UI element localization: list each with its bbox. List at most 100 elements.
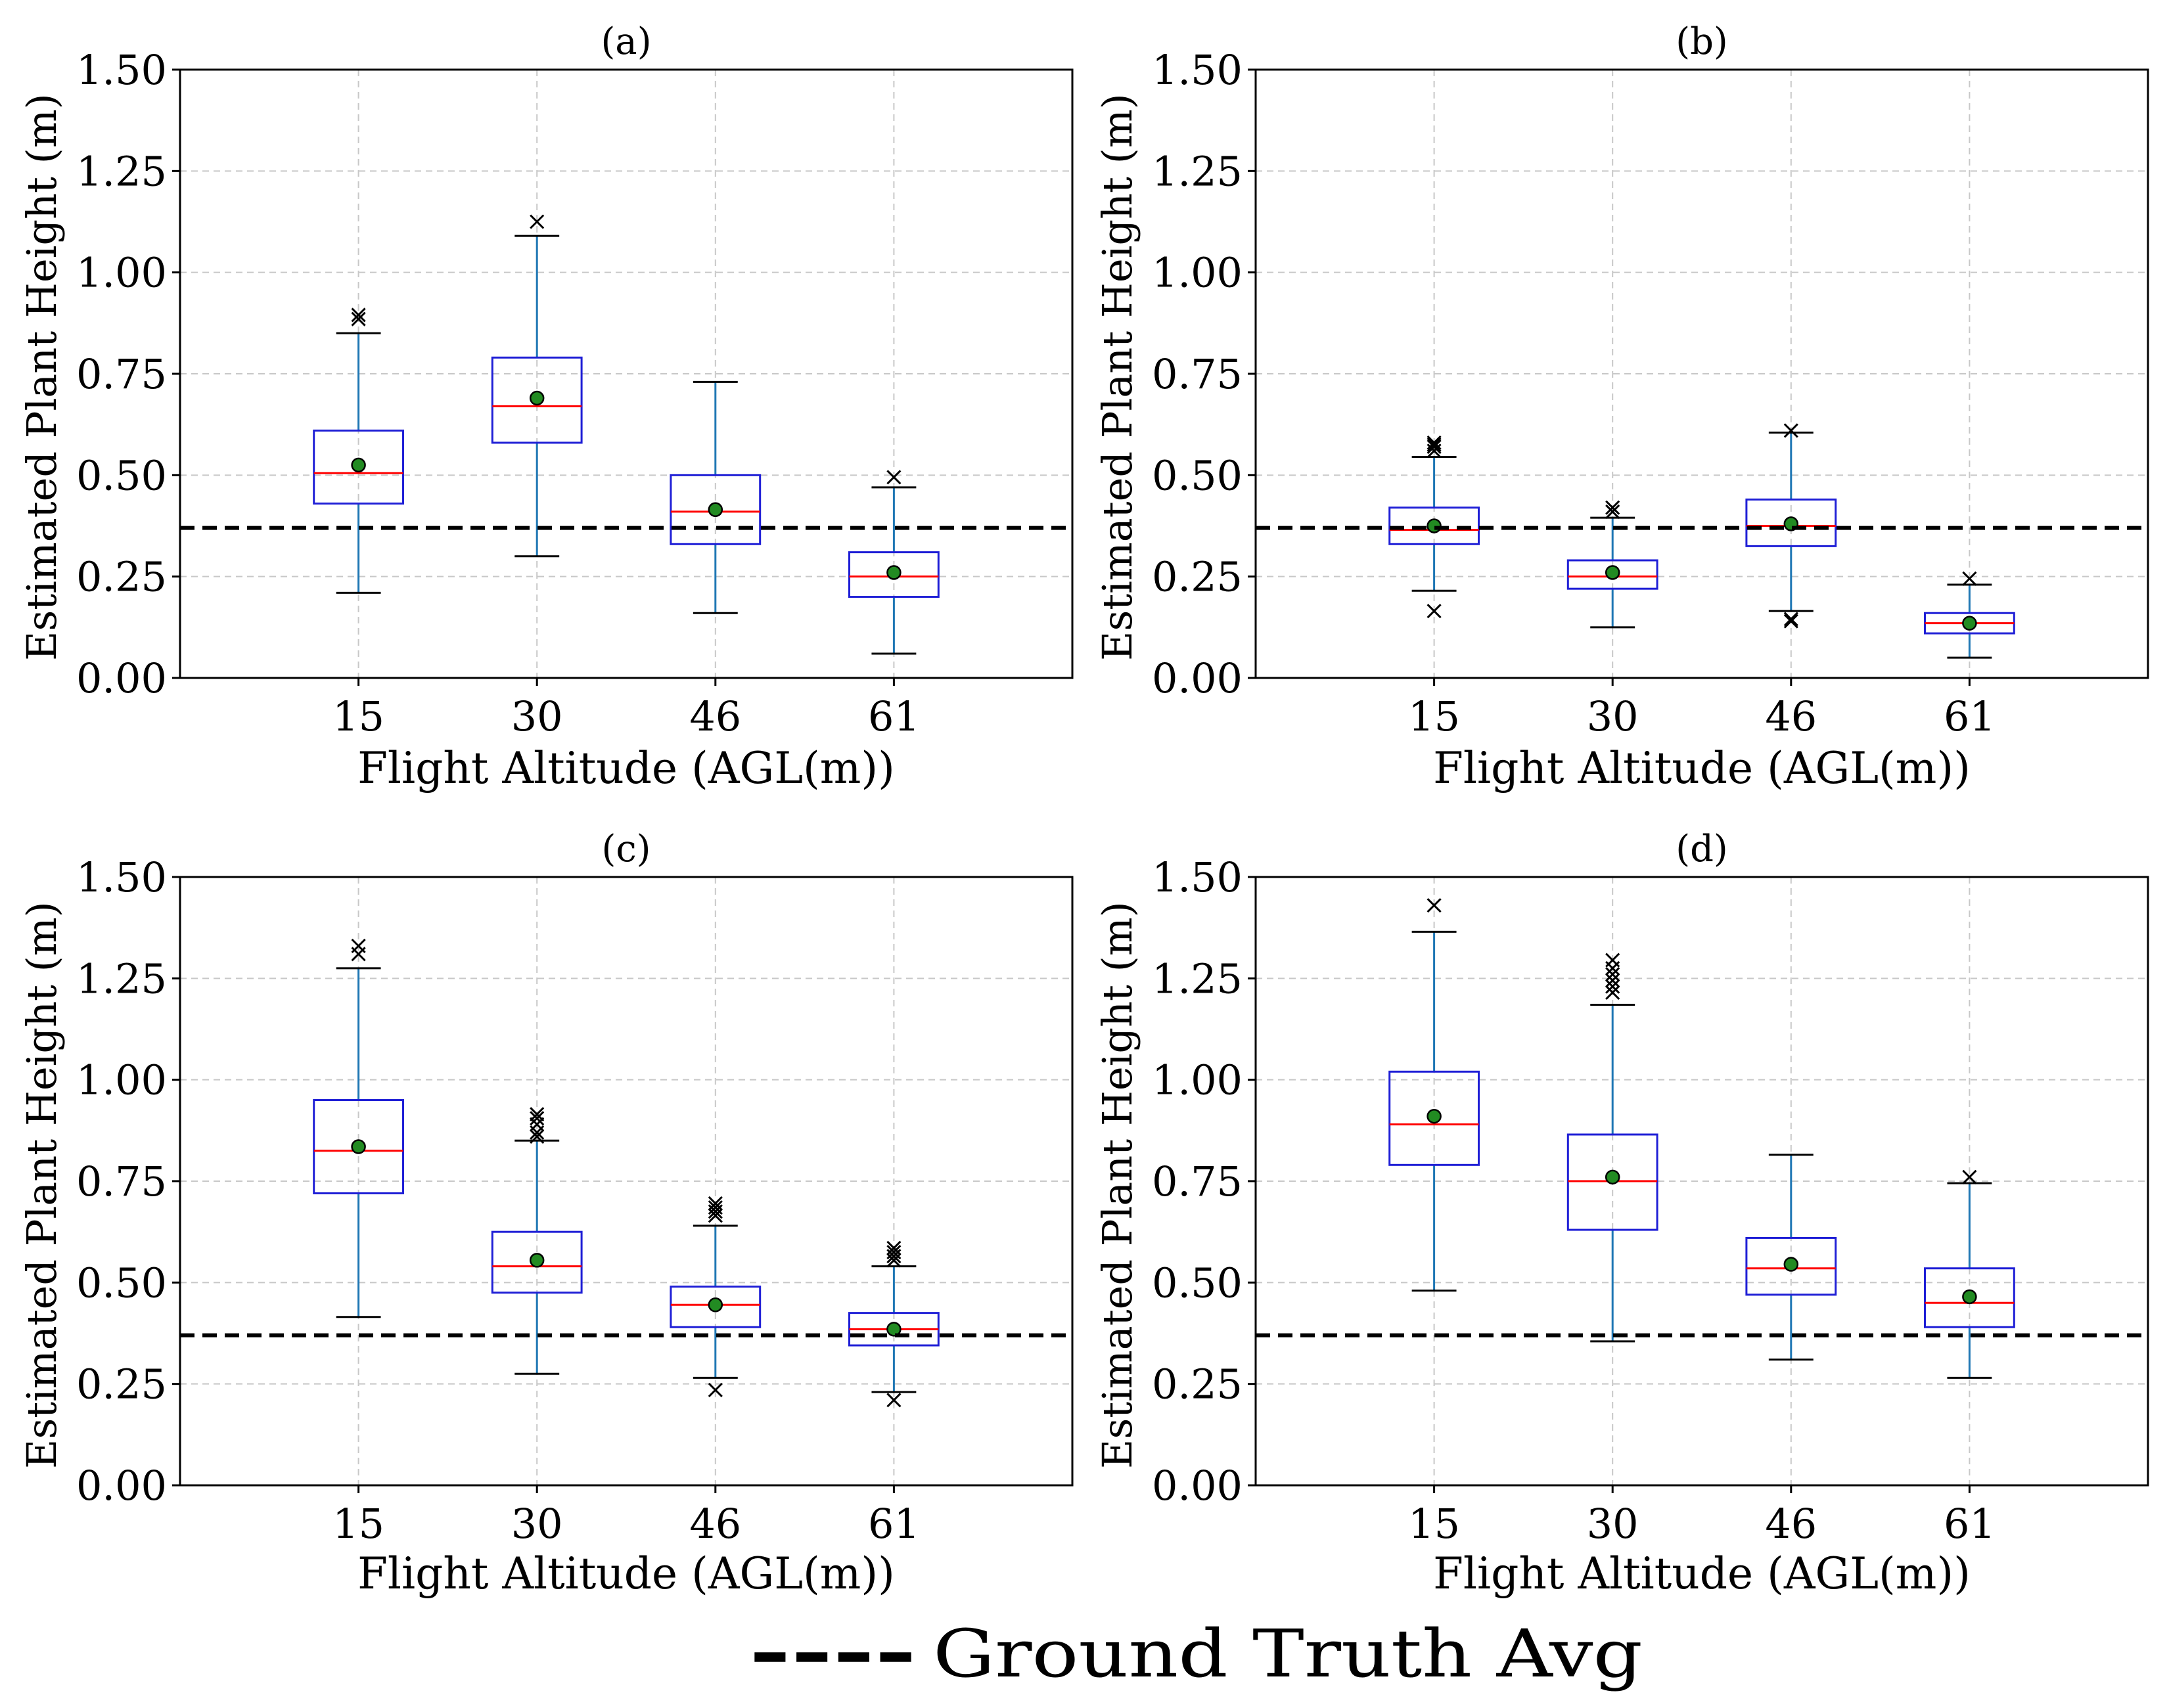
box-iqr: [1566, 1133, 1658, 1231]
y-tick-label: 0.75: [1152, 1157, 1243, 1205]
mean-marker: [708, 1297, 723, 1313]
y-tick-label: 0.50: [1152, 451, 1243, 499]
outlier-marker: [1427, 604, 1442, 619]
outlier-marker: [351, 311, 366, 326]
panel-c: (c) Flight Altitude (AGL(m)) Estimated P…: [18, 828, 1074, 1599]
x-tick-label: 30: [1587, 692, 1639, 740]
y-tick-label: 1.25: [76, 147, 167, 195]
mean-marker: [1605, 565, 1620, 580]
outlier-marker: [708, 1382, 723, 1397]
plot-frame: [179, 68, 1074, 679]
mean-marker: [351, 457, 366, 473]
box-iqr: [670, 1286, 762, 1328]
box-iqr: [313, 429, 405, 505]
y-tick-label: 0.50: [76, 1259, 167, 1307]
outlier-marker: [1605, 500, 1620, 515]
outlier-marker: [1605, 953, 1620, 968]
legend-label: Ground Truth Avg: [933, 1615, 1643, 1692]
outlier-marker: [1427, 898, 1442, 913]
outlier-marker: [708, 1196, 723, 1211]
outlier-marker: [1783, 614, 1798, 629]
box-iqr: [491, 1230, 583, 1294]
x-tick-label: 46: [1765, 1500, 1817, 1548]
outlier-marker: [886, 1393, 902, 1408]
box-iqr: [1745, 498, 1837, 547]
x-tick-label: 61: [868, 692, 920, 740]
mean-marker: [1962, 616, 1977, 631]
y-tick-label: 1.50: [1152, 46, 1243, 94]
y-tick-label: 0.00: [1152, 654, 1243, 702]
box-iqr: [1566, 559, 1658, 590]
y-tick-label: 1.50: [76, 46, 167, 94]
x-axis-label: Flight Altitude (AGL(m)): [357, 1548, 895, 1599]
panel-title: (a): [601, 20, 651, 63]
plot-frame: [1254, 876, 2149, 1487]
panel-title: (c): [601, 828, 651, 870]
outlier-marker: [886, 1244, 902, 1260]
outlier-marker: [351, 938, 366, 954]
x-tick-label: 46: [689, 1500, 741, 1548]
x-tick-label: 15: [1408, 692, 1460, 740]
outlier-marker: [1962, 1169, 1977, 1184]
plot-frame: [179, 876, 1074, 1487]
mean-marker: [886, 565, 902, 580]
y-tick-label: 0.25: [1152, 1360, 1243, 1408]
outlier-marker: [1605, 973, 1620, 988]
outlier-marker: [351, 307, 366, 323]
box-iqr: [1745, 1236, 1837, 1296]
x-tick-label: 15: [1408, 1500, 1460, 1548]
box-iqr: [1388, 1070, 1480, 1166]
box-iqr: [491, 356, 583, 444]
y-tick-label: 1.50: [76, 853, 167, 901]
mean-marker: [529, 390, 545, 406]
y-axis-label: Estimated Plant Height (m): [18, 901, 66, 1469]
x-axis-label: Flight Altitude (AGL(m)): [357, 743, 895, 794]
y-axis-label: Estimated Plant Height (m): [1093, 93, 1141, 661]
x-axis-label: Flight Altitude (AGL(m)): [1433, 743, 1971, 794]
outlier-marker: [530, 214, 545, 229]
y-tick-label: 0.75: [76, 1157, 167, 1205]
y-tick-label: 1.25: [1152, 147, 1243, 195]
y-tick-label: 1.25: [1152, 955, 1243, 1002]
outlier-marker: [708, 1200, 723, 1215]
outlier-marker: [530, 1111, 545, 1126]
x-axis-label: Flight Altitude (AGL(m)): [1433, 1548, 1971, 1599]
outlier-marker: [530, 1129, 545, 1144]
outlier-marker: [1605, 504, 1620, 519]
y-tick-label: 0.25: [1152, 553, 1243, 601]
y-tick-label: 1.00: [76, 249, 167, 297]
y-tick-label: 1.00: [76, 1056, 167, 1104]
outlier-marker: [1605, 967, 1620, 982]
y-tick-label: 0.75: [1152, 350, 1243, 398]
outlier-marker: [1605, 979, 1620, 994]
y-tick-label: 1.50: [1152, 853, 1243, 901]
box-iqr: [848, 551, 940, 598]
panel-b: (b) Flight Altitude (AGL(m)) Estimated P…: [1093, 20, 2149, 794]
x-tick-label: 15: [332, 692, 384, 740]
outlier-marker: [1427, 435, 1442, 451]
mean-marker: [351, 1139, 366, 1154]
panel-title: (b): [1676, 20, 1728, 63]
y-axis-label: Estimated Plant Height (m): [18, 93, 66, 661]
mean-marker: [1427, 1108, 1442, 1124]
panel-a: (a) Flight Altitude (AGL(m)) Estimated P…: [18, 20, 1074, 794]
x-tick-label: 61: [868, 1500, 920, 1548]
x-tick-label: 61: [1944, 692, 1996, 740]
legend: ---- Ground Truth Avg: [749, 1609, 1643, 1694]
y-tick-label: 0.25: [76, 1360, 167, 1408]
y-tick-label: 0.00: [1152, 1462, 1243, 1510]
x-tick-label: 15: [332, 1500, 384, 1548]
outlier-marker: [1427, 439, 1442, 455]
x-tick-label: 30: [511, 1500, 563, 1548]
y-tick-label: 1.00: [1152, 249, 1243, 297]
y-tick-label: 1.25: [76, 955, 167, 1002]
box-iqr: [1924, 1267, 2015, 1328]
panel-title: (d): [1676, 828, 1728, 870]
y-tick-label: 0.50: [76, 451, 167, 499]
outlier-marker: [1783, 612, 1798, 627]
y-tick-label: 0.00: [76, 1462, 167, 1510]
box-iqr: [670, 474, 762, 545]
outlier-marker: [1783, 423, 1798, 438]
